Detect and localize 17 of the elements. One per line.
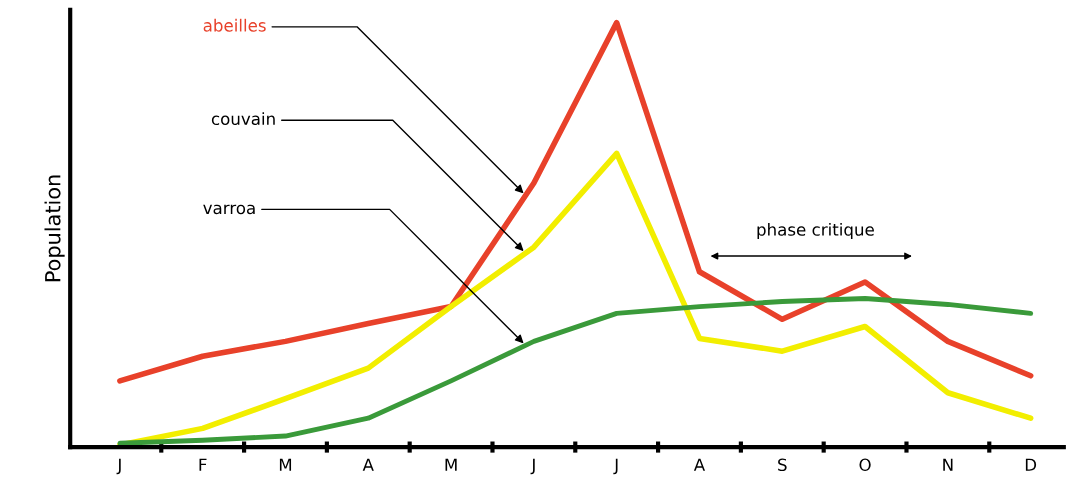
x-tick-label: S xyxy=(778,458,787,472)
x-tick-label: A xyxy=(362,458,374,471)
x-tick-label: O xyxy=(859,458,871,472)
text: abeilles xyxy=(203,18,266,32)
text: varroa xyxy=(203,204,255,215)
text: couvain xyxy=(211,112,275,126)
x-tick-label: A xyxy=(693,458,706,471)
annotation: phase critique xyxy=(757,222,874,240)
x-tick-label: F xyxy=(199,458,207,471)
x-tick-label: J xyxy=(613,458,618,475)
x-tick-label: N xyxy=(943,458,953,471)
x-tick-label: J xyxy=(116,458,121,475)
x-tick-label: M xyxy=(279,458,292,471)
x-tick-label: D xyxy=(1025,458,1037,471)
x-tick-label: M xyxy=(445,458,457,471)
x-tick-label: J xyxy=(530,458,535,475)
y-axis-title: Population xyxy=(44,175,65,282)
